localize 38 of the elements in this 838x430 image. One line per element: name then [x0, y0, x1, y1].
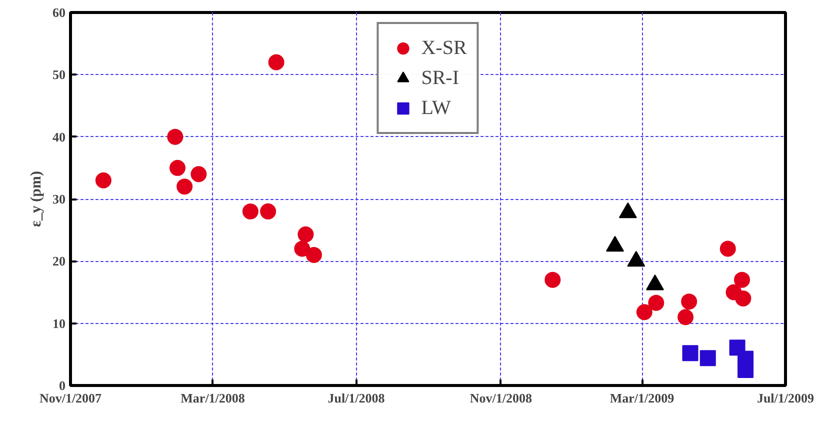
- x-tick-label: Nov/1/2007: [39, 390, 102, 406]
- point: [268, 54, 284, 70]
- point: [260, 203, 276, 220]
- point: [681, 294, 698, 310]
- point: [636, 304, 652, 320]
- point: [170, 160, 186, 176]
- point: [298, 226, 314, 242]
- legend-label: LW: [421, 96, 451, 120]
- y-tick-label: 50: [52, 67, 66, 82]
- y-tick-label: 20: [52, 254, 66, 269]
- y-tick-label: 10: [52, 316, 66, 331]
- point: [735, 290, 752, 306]
- legend-label: SR-I: [421, 66, 460, 90]
- point: [544, 272, 561, 288]
- y-tick-label: 30: [52, 192, 66, 206]
- point: [190, 166, 207, 182]
- point: [95, 172, 112, 188]
- point: [682, 345, 698, 362]
- point: [306, 246, 322, 263]
- point: [734, 272, 750, 288]
- legend-label: X-SR: [421, 36, 467, 60]
- point: [738, 362, 754, 378]
- point: [167, 128, 184, 145]
- x-tick-label: Nov/1/2008: [470, 390, 532, 406]
- x-tick-label: Mar/1/2008: [180, 390, 246, 406]
- y-tick-label: 40: [52, 129, 66, 144]
- x-tick-label: Jul/1/2008: [328, 390, 386, 406]
- y-tick-label: 60: [52, 5, 66, 20]
- point: [700, 350, 716, 366]
- point: [648, 294, 664, 311]
- point: [720, 240, 736, 257]
- x-tick-label: Mar/1/2009: [610, 390, 675, 406]
- x-tick-label: Jul/1/2009: [756, 390, 815, 406]
- point: [678, 309, 694, 326]
- y-axis-title: ε_y (pm): [28, 170, 44, 227]
- point: [242, 203, 258, 220]
- y-tick-label: 0: [59, 378, 66, 393]
- point: [176, 178, 193, 195]
